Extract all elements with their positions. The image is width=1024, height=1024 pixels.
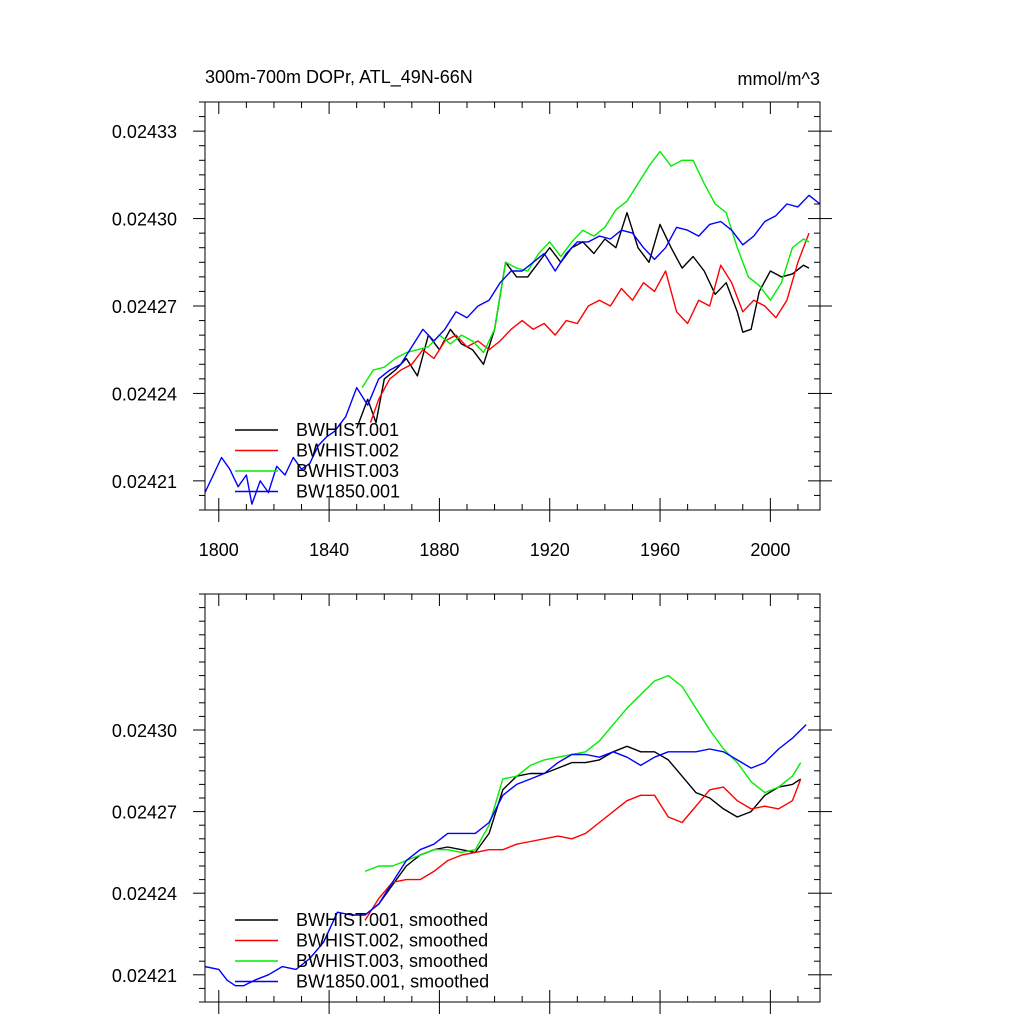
y-tick-label: 0.02430 [112, 721, 177, 741]
bottom-series-lines [205, 674, 807, 987]
y-tick-label: 0.02424 [112, 884, 177, 904]
legend-label: BWHIST.001 [296, 420, 399, 440]
y-tick-label: 0.02421 [112, 472, 177, 492]
x-tick-label: 1800 [199, 540, 239, 560]
top-plot-frame [204, 101, 821, 511]
y-tick-label: 0.02430 [112, 210, 177, 230]
top-series-lines [205, 150, 820, 505]
series-line-3 [205, 194, 820, 505]
y-tick-label: 0.02433 [112, 122, 177, 142]
top-panel: 300m-700m DOPr, ATL_49N-66N mmol/m^3 180… [112, 67, 832, 560]
y-tick-label: 0.02421 [112, 966, 177, 986]
legend-label: BW1850.001 [296, 482, 400, 502]
series-line-3 [205, 724, 807, 987]
legend-label: BWHIST.002, smoothed [296, 931, 488, 951]
top-axis-ticks: 1800 1840 1880 1920 1960 2000 0.02421 0.02424 0.… [112, 101, 832, 560]
bottom-panel: 0.02421 0.02424 0.02427 0.02430 BWHIST.001,… [112, 593, 832, 1014]
x-tick-label: 1840 [309, 540, 349, 560]
series-line-1 [364, 778, 802, 921]
legend-label: BWHIST.003 [296, 461, 399, 481]
x-tick-label: 1920 [530, 540, 570, 560]
x-tick-label: 2000 [750, 540, 790, 560]
series-line-1 [369, 232, 810, 423]
y-tick-label: 0.02427 [112, 803, 177, 823]
legend-label: BWHIST.002 [296, 441, 399, 461]
x-tick-label: 1960 [640, 540, 680, 560]
chart-title: 300m-700m DOPr, ATL_49N-66N [205, 67, 473, 88]
legend-label: BWHIST.001, smoothed [296, 910, 488, 930]
units-label: mmol/m^3 [738, 69, 820, 89]
x-tick-label: 1880 [419, 540, 459, 560]
y-tick-label: 0.02427 [112, 297, 177, 317]
legend-label: BW1850.001, smoothed [296, 972, 489, 992]
legend-label: BWHIST.003, smoothed [296, 951, 488, 971]
series-line-2 [361, 150, 810, 388]
series-line-0 [364, 745, 802, 916]
bottom-plot-frame [204, 593, 821, 1003]
series-line-2 [364, 674, 802, 873]
series-line-0 [356, 212, 810, 429]
y-tick-label: 0.02424 [112, 384, 177, 404]
